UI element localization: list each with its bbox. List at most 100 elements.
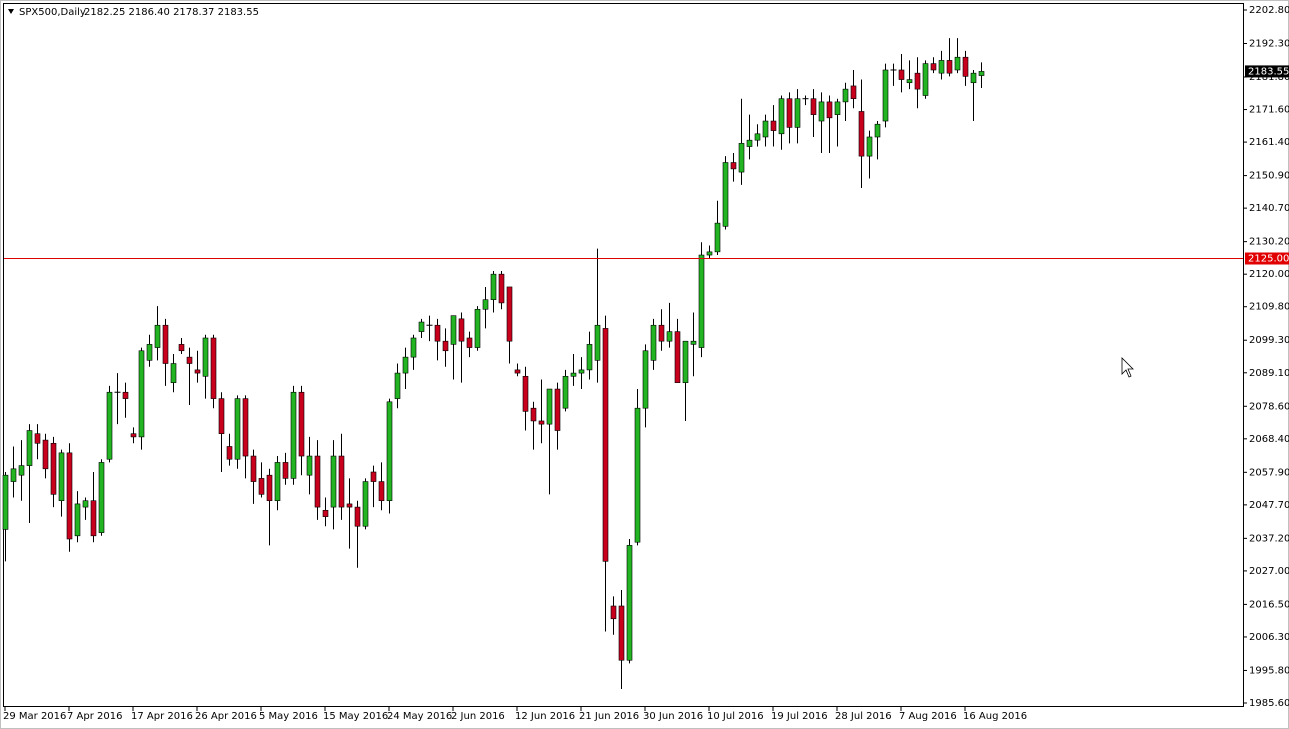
x-tick-label: 24 May 2016: [387, 711, 452, 722]
candle-body: [978, 71, 985, 76]
x-tick-label: 7 Apr 2016: [67, 711, 122, 722]
y-tick-label: 2078.60: [1249, 401, 1289, 412]
candle-body: [506, 286, 513, 342]
candle-body: [146, 344, 153, 361]
x-tick-label: 29 Mar 2016: [3, 711, 66, 722]
candle-body: [530, 407, 537, 422]
candle-body: [594, 324, 601, 361]
y-tick-label: 2202.80: [1249, 5, 1289, 16]
candle-body: [18, 465, 25, 476]
candle-body: [938, 60, 945, 74]
candle-body: [402, 356, 409, 374]
candle-body: [698, 254, 705, 348]
y-tick-label: 2150.90: [1249, 171, 1289, 182]
x-tick-label: 5 May 2016: [259, 711, 318, 722]
candle-body: [482, 299, 489, 310]
candle-body: [826, 101, 833, 119]
x-tick-label: 12 Jun 2016: [515, 711, 575, 722]
y-tick-label: 2068.40: [1249, 434, 1289, 445]
candle-body: [794, 98, 801, 128]
candle-body: [338, 455, 345, 508]
candle-body: [666, 331, 673, 342]
chart-title: SPX500,Daily: [19, 7, 86, 18]
y-tick-label: 2130.20: [1249, 237, 1289, 248]
candle-body: [714, 222, 721, 253]
y-tick-label: 2161.40: [1249, 137, 1289, 148]
y-tick-label: 2109.80: [1249, 302, 1289, 313]
candle-body: [834, 101, 841, 115]
candle-body: [770, 120, 777, 131]
x-tick-label: 2 Jun 2016: [451, 711, 505, 722]
candle-body: [682, 340, 689, 383]
candle-body: [178, 344, 185, 352]
candle-body: [74, 503, 81, 537]
candle-body: [354, 506, 361, 527]
candle-body: [258, 478, 265, 495]
candle-body: [850, 85, 857, 99]
candle-body: [922, 63, 929, 96]
y-tick-label: 2016.50: [1249, 599, 1289, 610]
candle-body: [930, 63, 937, 71]
candle-body: [874, 123, 881, 138]
candle-body: [434, 324, 441, 342]
y-tick-label: 1985.60: [1249, 698, 1289, 709]
x-tick-label: 17 Apr 2016: [131, 711, 193, 722]
candle-body: [618, 605, 625, 661]
candle-body: [58, 452, 65, 502]
candle-body: [738, 143, 745, 173]
candle-body: [394, 372, 401, 399]
y-tick-label: 2171.60: [1249, 105, 1289, 116]
candle-body: [586, 344, 593, 371]
y-tick-label: 2192.30: [1249, 39, 1289, 50]
x-tick-label: 7 Aug 2016: [899, 711, 957, 722]
candle-body: [386, 401, 393, 502]
candle-body: [266, 474, 273, 502]
y-tick-label: 2099.30: [1249, 335, 1289, 346]
candle-body: [458, 318, 465, 342]
candle-body: [818, 101, 825, 122]
candle-body: [546, 388, 553, 425]
candle-body: [498, 273, 505, 304]
candle-body: [602, 328, 609, 562]
price-label-box: [1245, 65, 1289, 78]
candle-body: [778, 98, 785, 135]
y-tick-label: 2057.90: [1249, 467, 1289, 478]
candle-body: [66, 452, 73, 540]
candle-body: [370, 471, 377, 482]
candle-body: [306, 455, 313, 476]
candle-body: [2, 474, 9, 530]
x-tick-label: 19 Jul 2016: [771, 711, 828, 722]
candle-body: [946, 60, 953, 74]
candle-body: [842, 88, 849, 103]
candle-body: [450, 315, 457, 345]
y-tick-label: 2140.70: [1249, 203, 1289, 214]
ohlc-readout: 2182.25 2186.40 2178.37 2183.55: [84, 7, 259, 18]
y-tick-label: 2037.20: [1249, 533, 1289, 544]
candle-body: [474, 308, 481, 348]
candle-body: [410, 337, 417, 358]
price-label: 2183.55: [1248, 66, 1289, 77]
candle-body: [242, 398, 249, 457]
y-tick-label: 2120.00: [1249, 269, 1289, 280]
candle-body: [730, 162, 737, 170]
candle-body: [706, 251, 713, 256]
candle-body: [250, 455, 257, 482]
y-tick-label: 2047.70: [1249, 500, 1289, 511]
y-tick-label: 1995.80: [1249, 665, 1289, 676]
candle-body: [218, 398, 225, 435]
candle-body: [562, 375, 569, 409]
candle-body: [570, 372, 577, 377]
candle-body: [330, 455, 337, 508]
x-tick-label: 26 Apr 2016: [195, 711, 257, 722]
candle-body: [162, 324, 169, 364]
candle-body: [882, 69, 889, 122]
candle-body: [42, 439, 49, 470]
collapse-arrow[interactable]: [8, 9, 14, 14]
candle-body: [346, 503, 353, 508]
candle-body: [442, 340, 449, 352]
candle-body: [610, 605, 617, 620]
candle-body: [122, 391, 129, 399]
candle-body: [858, 111, 865, 157]
mouse-cursor: [1121, 357, 1134, 378]
